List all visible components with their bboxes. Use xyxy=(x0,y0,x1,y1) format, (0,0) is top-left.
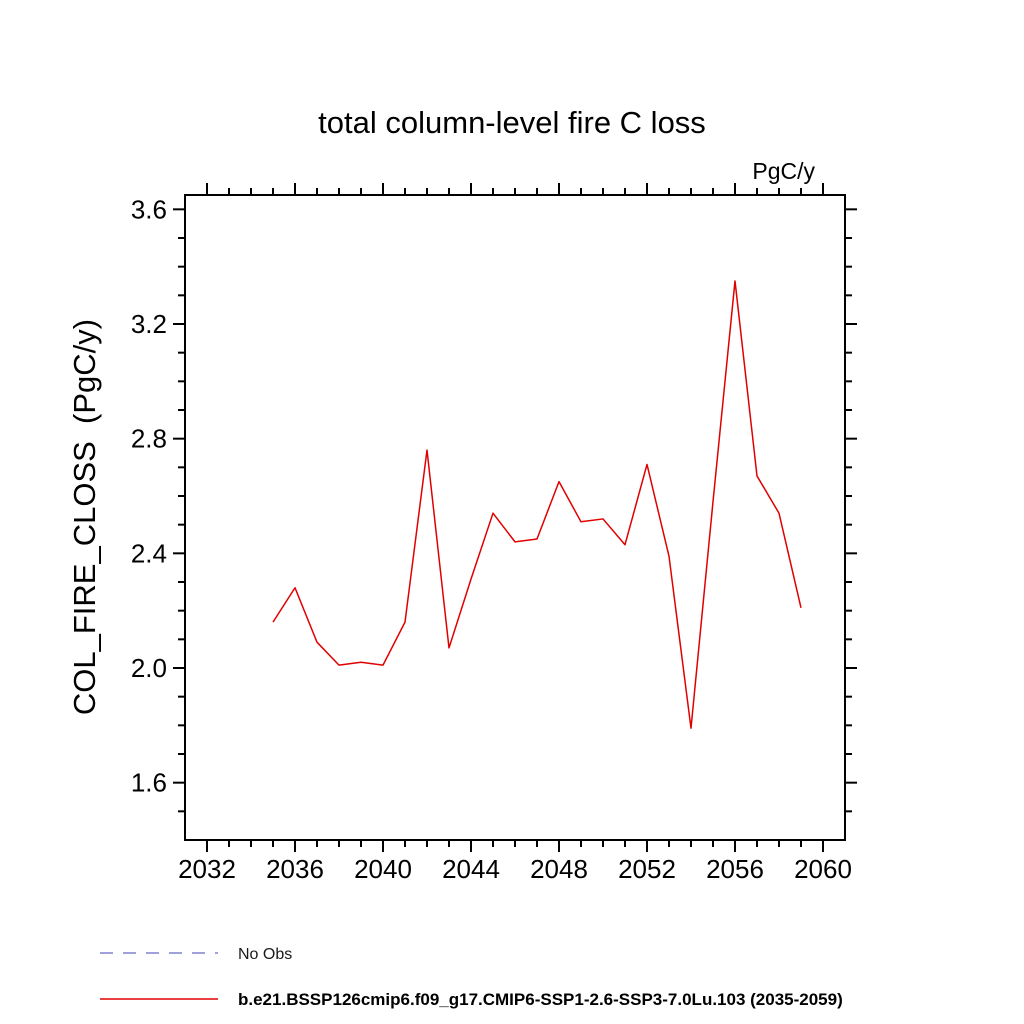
svg-text:2.4: 2.4 xyxy=(131,538,167,568)
legend-no-obs-label: No Obs xyxy=(238,946,292,963)
svg-text:3.2: 3.2 xyxy=(131,309,167,339)
axis-ticks xyxy=(173,183,857,852)
svg-text:2052: 2052 xyxy=(618,854,676,884)
svg-text:2.0: 2.0 xyxy=(131,653,167,683)
svg-text:2060: 2060 xyxy=(794,854,852,884)
plot-area: 2032 2036 2040 2044 2048 2052 2056 2060 1.6 2.0 2.… xyxy=(131,183,857,884)
svg-text:2056: 2056 xyxy=(706,854,764,884)
legend: No Obs b.e21.BSSP126cmip6.f09_g17.CMIP6-… xyxy=(100,946,843,1009)
svg-text:2048: 2048 xyxy=(530,854,588,884)
svg-text:2036: 2036 xyxy=(266,854,324,884)
series-line xyxy=(272,280,802,729)
y-axis-label: COL_FIRE_CLOSS (PgC/y) xyxy=(67,319,102,715)
units-label: PgC/y xyxy=(752,158,815,184)
svg-text:2032: 2032 xyxy=(178,854,236,884)
svg-text:3.6: 3.6 xyxy=(131,194,167,224)
chart-title: total column-level fire C loss xyxy=(318,105,706,140)
y-tick-labels: 1.6 2.0 2.4 2.8 3.2 3.6 xyxy=(131,194,167,797)
legend-series-label: b.e21.BSSP126cmip6.f09_g17.CMIP6-SSP1-2.… xyxy=(238,990,843,1009)
x-tick-labels: 2032 2036 2040 2044 2048 2052 2056 2060 xyxy=(178,854,852,884)
svg-text:1.6: 1.6 xyxy=(131,768,167,798)
svg-text:2040: 2040 xyxy=(354,854,412,884)
svg-text:2.8: 2.8 xyxy=(131,424,167,454)
svg-text:2044: 2044 xyxy=(442,854,500,884)
